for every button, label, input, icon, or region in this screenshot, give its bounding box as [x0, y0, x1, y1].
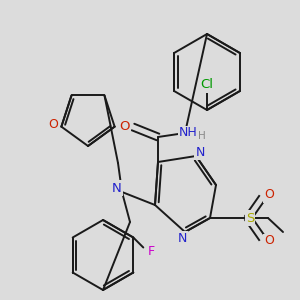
Text: N: N [112, 182, 122, 194]
Text: Cl: Cl [200, 79, 214, 92]
Text: H: H [198, 131, 206, 141]
Text: O: O [264, 188, 274, 202]
Text: N: N [195, 146, 205, 158]
Text: NH: NH [178, 127, 197, 140]
Text: O: O [48, 118, 58, 131]
Text: O: O [264, 235, 274, 248]
Text: F: F [148, 245, 155, 258]
Text: O: O [120, 121, 130, 134]
Text: S: S [246, 212, 254, 224]
Text: N: N [177, 232, 187, 244]
